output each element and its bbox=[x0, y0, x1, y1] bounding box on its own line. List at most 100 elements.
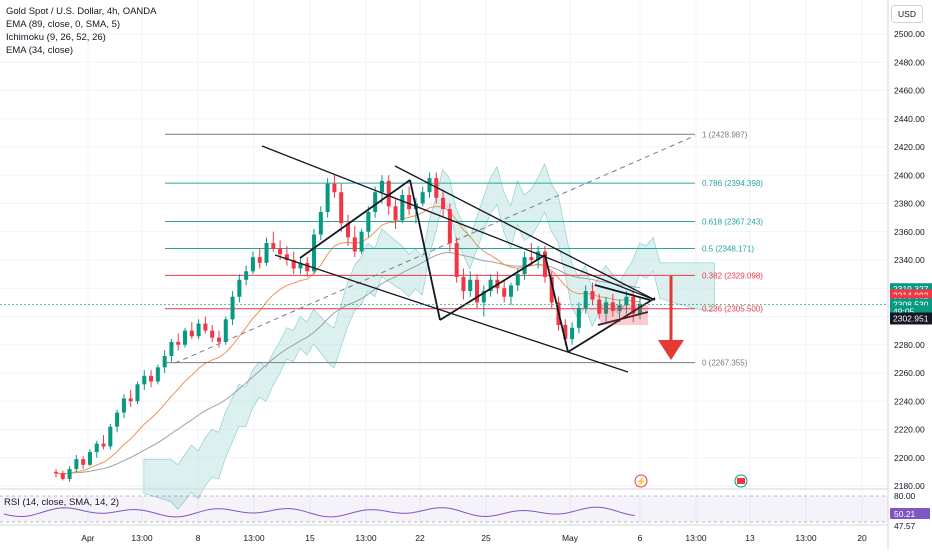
price-label-text: 2302.951 bbox=[893, 313, 929, 323]
candle-body bbox=[468, 279, 473, 292]
channel-upper-line bbox=[261, 145, 656, 301]
chart-grid bbox=[0, 0, 888, 525]
trendline-drawings[interactable] bbox=[261, 145, 684, 373]
candle-body bbox=[244, 271, 249, 280]
candle-body bbox=[169, 341, 174, 357]
rsi-level-label: 47.57 bbox=[894, 521, 916, 531]
time-tick-label: 22 bbox=[415, 533, 425, 543]
time-tick-label: 13 bbox=[745, 533, 755, 543]
fib-level-label: 0.382 (2329.098) bbox=[702, 271, 763, 280]
time-tick-label: 25 bbox=[481, 533, 491, 543]
ichimoku-cloud bbox=[143, 163, 715, 510]
price-axis-bg bbox=[888, 0, 932, 550]
candle-body bbox=[617, 305, 622, 311]
time-tick-label: 8 bbox=[196, 533, 201, 543]
candle-body bbox=[60, 473, 65, 479]
flag-zone bbox=[600, 305, 648, 325]
candlestick-series bbox=[53, 172, 643, 482]
candle-body bbox=[101, 443, 106, 447]
candle-body bbox=[223, 319, 228, 342]
event-icons[interactable]: ⚡ bbox=[634, 474, 748, 488]
price-label-badge bbox=[890, 312, 932, 325]
fib-trend-dashed bbox=[174, 135, 696, 364]
ema34-legend[interactable]: EMA (34, close) bbox=[6, 45, 74, 56]
lightning-icon-glyph: ⚡ bbox=[636, 476, 646, 486]
candle-body bbox=[94, 443, 99, 453]
zigzag-line bbox=[439, 254, 546, 321]
candle-body bbox=[610, 302, 615, 311]
candle-body bbox=[366, 211, 371, 232]
candle-body bbox=[488, 279, 493, 292]
lightning-icon[interactable] bbox=[634, 474, 648, 488]
rsi-legend[interactable]: RSI (14, close, SMA, 14, 2) bbox=[4, 497, 120, 508]
candle-body bbox=[257, 257, 262, 263]
flag-top-line bbox=[594, 284, 651, 301]
symbol-title[interactable]: Gold Spot / U.S. Dollar, 4h, OANDA bbox=[6, 6, 157, 17]
candle-body bbox=[536, 251, 541, 260]
candle-body bbox=[549, 276, 554, 303]
candle-body bbox=[597, 299, 602, 314]
candle-body bbox=[407, 195, 412, 210]
candle-body bbox=[379, 180, 384, 193]
zigzag-line bbox=[567, 297, 656, 353]
candle-body bbox=[393, 206, 398, 221]
flag-event-icon-glyph bbox=[737, 478, 745, 484]
time-tick-label: 20 bbox=[857, 533, 867, 543]
candle-body bbox=[128, 398, 133, 402]
candle-body bbox=[230, 296, 235, 320]
candle-body bbox=[135, 384, 140, 402]
fibonacci-retracement[interactable]: 1 (2428.987) 0.786 (2394.398) 0.618 (2367.… bbox=[165, 130, 763, 368]
ema89-legend[interactable]: EMA (89, close, 0, SMA, 5) bbox=[6, 19, 121, 30]
candle-body bbox=[155, 367, 160, 382]
rsi-line bbox=[3, 506, 635, 518]
rsi-band bbox=[0, 496, 888, 522]
candle-body bbox=[427, 178, 432, 193]
price-tick-label: 2200.00 bbox=[894, 453, 925, 463]
candle-body bbox=[237, 279, 242, 297]
zigzag-line bbox=[409, 179, 441, 321]
price-tick-label: 2500.00 bbox=[894, 29, 925, 39]
candle-body bbox=[115, 412, 120, 427]
time-tick-label: Apr bbox=[81, 533, 94, 543]
currency-button[interactable]: USD bbox=[891, 5, 923, 23]
candle-body bbox=[121, 398, 126, 413]
candle-body bbox=[87, 452, 92, 465]
candle-body bbox=[312, 234, 317, 272]
candle-body bbox=[624, 296, 629, 306]
bearish-arrow-head bbox=[658, 340, 684, 360]
candle-body bbox=[250, 257, 255, 272]
candle-body bbox=[475, 279, 480, 303]
candle-body bbox=[583, 291, 588, 309]
fib-level-label: 0.5 (2348.171) bbox=[702, 244, 754, 253]
price-tick-label: 2220.00 bbox=[894, 425, 925, 435]
time-tick-label: 13:00 bbox=[355, 533, 377, 543]
candle-body bbox=[447, 209, 452, 244]
candle-body bbox=[183, 330, 188, 345]
time-axis[interactable]: Apr 13:00 8 13:00 15 13:00 22 25 May 6 13:00 13 13:0… bbox=[81, 533, 867, 543]
candle-body bbox=[67, 469, 72, 479]
price-tick-label: 2340.00 bbox=[894, 255, 925, 265]
rsi-value-badge bbox=[890, 508, 930, 519]
price-axis[interactable]: 2180.00 2200.00 2220.00 2240.00 2260.00 2280.… bbox=[887, 0, 932, 550]
candle-body bbox=[284, 254, 289, 260]
candle-body bbox=[570, 327, 575, 340]
time-axis-bg bbox=[0, 525, 932, 550]
candle-body bbox=[420, 192, 425, 204]
candle-body bbox=[176, 341, 181, 345]
candle-body bbox=[53, 471, 59, 474]
rsi-value-label: 50.21 bbox=[894, 509, 916, 519]
candle-body bbox=[345, 223, 351, 238]
price-tick-label: 2180.00 bbox=[894, 481, 925, 491]
price-tick-label: 2400.00 bbox=[894, 170, 925, 180]
candle-body bbox=[461, 276, 466, 292]
time-tick-label: May bbox=[562, 533, 579, 543]
ichimoku-legend[interactable]: Ichimoku (9, 26, 52, 26) bbox=[6, 32, 106, 43]
rsi-level-label: 80.00 bbox=[894, 491, 916, 501]
price-tick-label: 2240.00 bbox=[894, 396, 925, 406]
indicator-legend[interactable]: Gold Spot / U.S. Dollar, 4h, OANDA EMA (… bbox=[6, 5, 156, 57]
cloud-band bbox=[143, 163, 715, 510]
candle-body bbox=[325, 183, 330, 212]
candle-body bbox=[522, 257, 527, 275]
